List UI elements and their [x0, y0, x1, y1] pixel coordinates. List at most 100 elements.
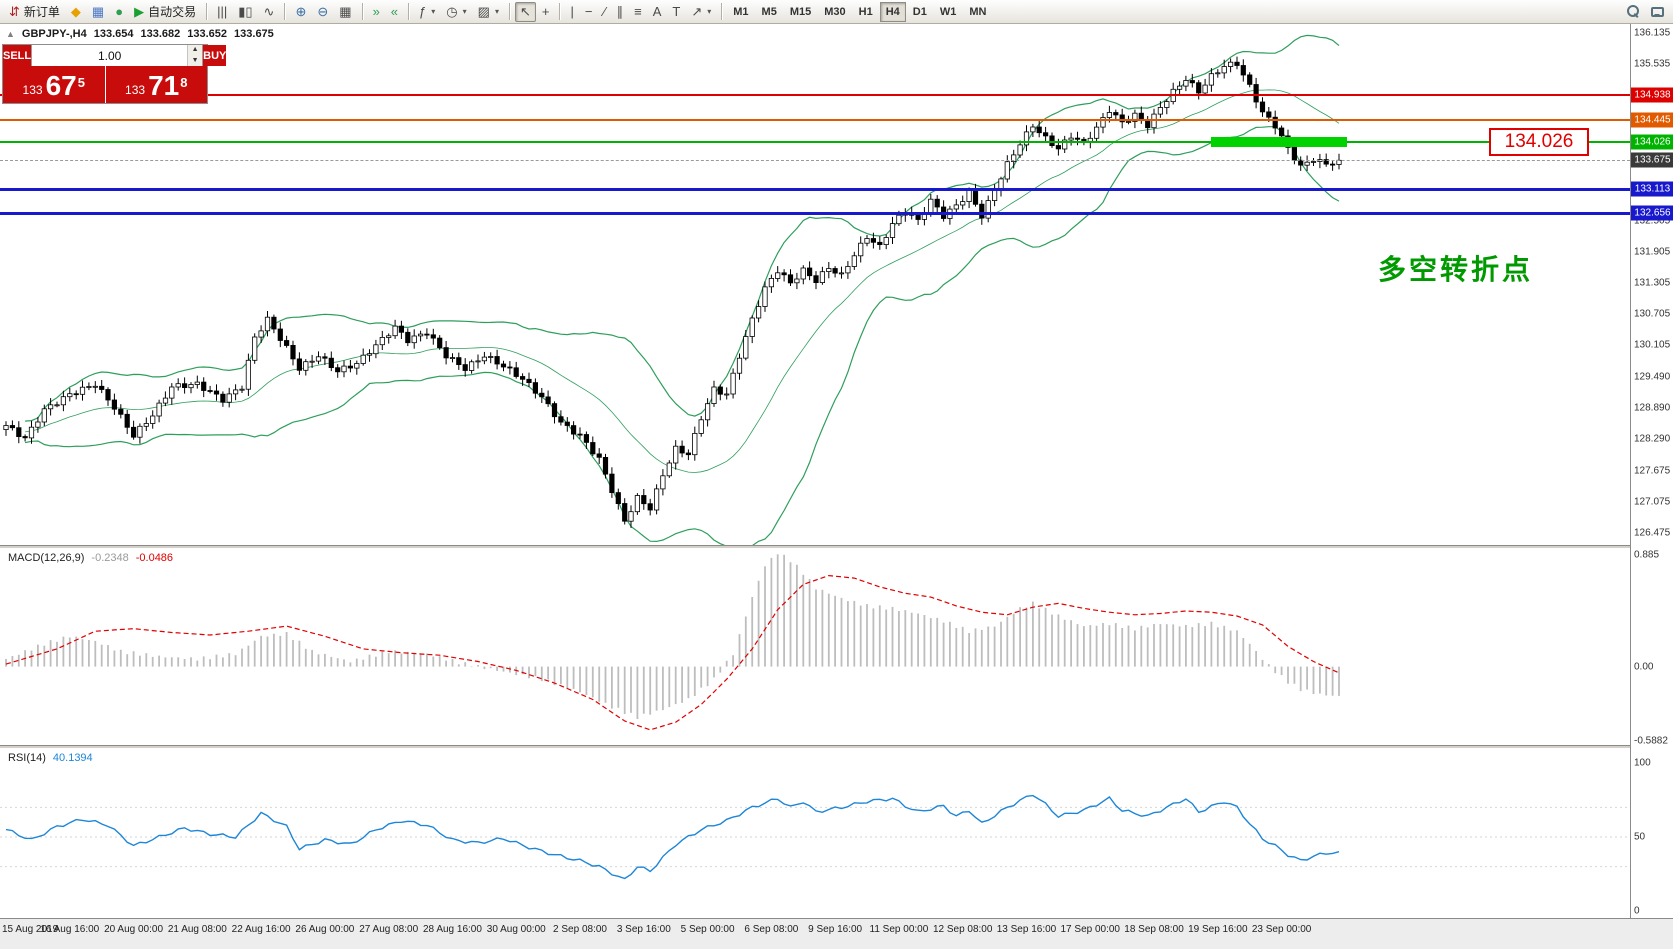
high-value: 133.682	[140, 28, 181, 40]
axis-price-label: 134.938	[1631, 87, 1673, 103]
chat-icon[interactable]	[1646, 2, 1669, 22]
sell-price-pips: 67	[45, 70, 77, 101]
axis-tick-label: 100	[1634, 757, 1651, 769]
zoom-out-icon[interactable]: ⊖	[312, 2, 333, 22]
volume-down-button[interactable]: ▼	[188, 55, 203, 66]
fibonacci-icon[interactable]: ≡	[629, 2, 647, 22]
time-axis-label: 12 Sep 08:00	[932, 924, 993, 935]
buy-button[interactable]: BUY	[203, 45, 227, 66]
axis-tick-label: 50	[1634, 831, 1646, 843]
timeframe-mn[interactable]: MN	[969, 5, 987, 18]
periods-button[interactable]: ◷ ▾	[441, 2, 471, 22]
tile-windows-icon: ▦	[339, 4, 352, 19]
time-axis-label: 20 Aug 00:00	[104, 924, 164, 935]
timeframe-d1[interactable]: D1	[912, 5, 927, 18]
trendline-icon[interactable]: ∕	[598, 2, 610, 22]
macd-title: MACD(12,26,9)	[8, 552, 85, 564]
buy-price-point: 8	[180, 75, 188, 90]
market-watch-icon[interactable]: ◆	[66, 2, 86, 22]
horizontal-line-icon[interactable]: −	[580, 2, 598, 22]
arrows-icon[interactable]: ↗ ▾	[686, 2, 716, 22]
candles-icon: ▮▯	[238, 4, 253, 19]
oneclick-collapse-icon[interactable]: ▲	[6, 29, 15, 39]
tile-windows-icon[interactable]: ▦	[334, 2, 356, 22]
horizontal-line-object[interactable]	[0, 141, 1630, 144]
price-chart-panel[interactable]: ▲ GBPJPY-,H4 133.654 133.682 133.652 133…	[0, 24, 1630, 545]
buy-price-big-figure: 133	[125, 82, 146, 97]
horizontal-line-object[interactable]	[0, 211, 1630, 215]
templates-button[interactable]: ▨ ▾	[473, 2, 504, 22]
axis-tick-label: 128.890	[1634, 402, 1671, 414]
indicators-button: ƒ	[419, 4, 427, 19]
cursor-icon[interactable]: ↖	[514, 1, 536, 22]
vertical-line-icon[interactable]: |	[565, 2, 578, 22]
toolbar: ⇵ 新订单 ◆ ▦ ● ▶ 自动交易 ||| ▮▯ ∿ ⊕ ⊖ ▦» «ƒ ▾ ◷ ▾ ▨ ▾ ↖ + | − ∕ ∥ ≡ A T ↗ ▾…	[0, 0, 1673, 24]
autoscroll-icon[interactable]: »	[368, 2, 385, 22]
buy-price[interactable]: 133 71 8	[105, 66, 207, 103]
sell-button[interactable]: SELL	[3, 45, 32, 66]
autoscroll-icon: »	[372, 4, 380, 19]
axis-tick-label: 0.885	[1634, 549, 1660, 561]
chart-shift-icon[interactable]: «	[386, 2, 403, 22]
sell-price[interactable]: 133 67 5	[3, 66, 105, 103]
zoom-out-icon: ⊖	[317, 4, 329, 19]
line-chart-icon[interactable]: ∿	[259, 2, 280, 22]
search-icon[interactable]	[1622, 2, 1645, 22]
timeframe-w1[interactable]: W1	[939, 5, 957, 18]
autotrading-button-label: 自动交易	[148, 5, 197, 19]
price-axis[interactable]: 136.135 135.535 132.505 131.905 131.305 130.7…	[1630, 24, 1673, 918]
volume-input[interactable]	[32, 45, 188, 66]
chevron-down-icon: ▾	[494, 7, 499, 16]
axis-price-label: 133.113	[1631, 181, 1673, 197]
time-axis[interactable]: 15 Aug 2019 16 Aug 16:00 20 Aug 00:00 21 Au…	[0, 918, 1673, 949]
indicators-button[interactable]: ƒ ▾	[414, 2, 440, 22]
bid-price-line	[0, 160, 1630, 162]
low-value: 133.652	[187, 28, 228, 40]
panel-separator[interactable]	[0, 545, 1673, 549]
timeframe-m30[interactable]: M30	[824, 5, 846, 18]
timeframe-m15[interactable]: M15	[789, 5, 812, 18]
macd-panel[interactable]: MACD(12,26,9) -0.2348 -0.0486	[0, 549, 1630, 745]
axis-tick-label: 130.705	[1634, 308, 1671, 320]
buy-price-pips: 71	[148, 70, 180, 101]
candles-icon[interactable]: ▮▯	[233, 2, 257, 22]
one-click-trading-panel: SELL ▲ ▼ BUY 133 67 5 133	[2, 44, 227, 104]
horizontal-line-object[interactable]	[0, 93, 1630, 96]
axis-tick-label: -0.5882	[1634, 735, 1668, 747]
text-icon[interactable]: A	[648, 2, 667, 22]
zoom-in-icon[interactable]: ⊕	[290, 2, 311, 22]
autotrading-icon: ▶	[134, 4, 145, 19]
navigator-icon[interactable]: ●	[110, 2, 128, 22]
rsi-title: RSI(14)	[8, 752, 46, 764]
crosshair-icon[interactable]: +	[537, 2, 555, 22]
data-window-icon[interactable]: ▦	[87, 2, 109, 22]
axis-tick-label: 132.505	[1634, 215, 1671, 227]
horizontal-line-object[interactable]	[0, 119, 1630, 122]
rsi-label: RSI(14) 40.1394	[8, 752, 93, 764]
trendline-icon: ∕	[603, 4, 606, 19]
label-icon[interactable]: T	[667, 2, 685, 22]
channel-icon[interactable]: ∥	[612, 2, 629, 22]
panel-separator[interactable]	[0, 745, 1673, 749]
timeframe-h1[interactable]: H1	[858, 5, 873, 18]
axis-price-label: 132.656	[1631, 205, 1673, 221]
turning-point-annotation[interactable]: 多空转折点	[1378, 254, 1534, 285]
toolbar-separator	[361, 3, 363, 20]
timeframe-h4[interactable]: H4	[879, 1, 906, 22]
volume-up-button[interactable]: ▲	[188, 45, 203, 56]
timeframe-m1[interactable]: M1	[733, 5, 749, 18]
sell-price-big-figure: 133	[22, 82, 43, 97]
axis-tick-label: 135.535	[1634, 58, 1671, 70]
price-callout[interactable]: 134.026	[1489, 128, 1589, 156]
label-icon: T	[672, 4, 681, 19]
horizontal-line-icon: −	[584, 4, 593, 19]
toolbar-separator	[408, 3, 410, 20]
rsi-panel[interactable]: RSI(14) 40.1394	[0, 749, 1630, 918]
new-order-button[interactable]: ⇵ 新订单	[4, 2, 65, 22]
autotrading-button[interactable]: ▶ 自动交易	[129, 2, 201, 22]
horizontal-line-object[interactable]	[0, 187, 1630, 191]
bars-icon[interactable]: |||	[212, 2, 232, 22]
toolbar-separator	[721, 3, 723, 20]
timeframe-m5[interactable]: M5	[761, 5, 777, 18]
support-highlight-bar[interactable]	[1211, 137, 1347, 148]
